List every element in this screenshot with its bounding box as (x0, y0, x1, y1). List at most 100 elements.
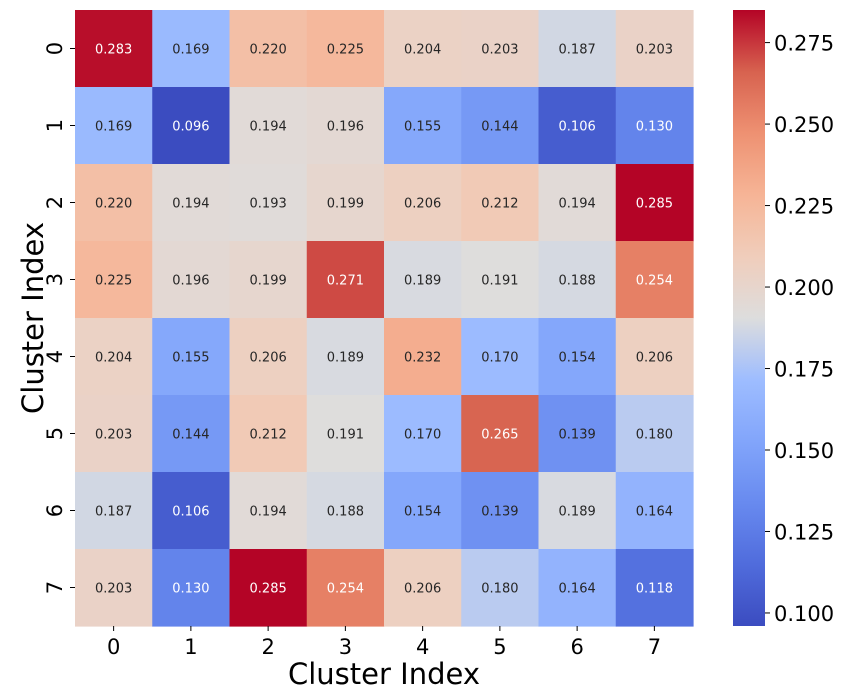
cell-value-6-2: 0.194 (250, 505, 287, 520)
x-tick-label-7: 7 (648, 635, 661, 659)
cell-value-7-1: 0.130 (172, 582, 209, 597)
heatmap-cell-2-0 (75, 164, 153, 242)
y-tick-label-7: 7 (43, 581, 67, 594)
heatmap-cell-1-2 (229, 87, 308, 165)
heatmap-cell-3-0 (75, 241, 153, 319)
x-tick-label-6: 6 (570, 635, 583, 659)
heatmap-cell-1-7 (615, 87, 694, 165)
cell-value-4-6: 0.154 (559, 351, 596, 366)
heatmap-cell-7-0 (75, 549, 153, 627)
heatmap-cell-0-4 (384, 10, 462, 88)
heatmap-cell-6-1 (152, 472, 231, 550)
cell-value-1-4: 0.155 (404, 120, 441, 135)
cell-value-1-1: 0.096 (172, 120, 209, 135)
heatmap-cell-0-0 (75, 10, 153, 88)
cell-value-0-4: 0.204 (404, 43, 441, 58)
heatmap-cell-6-6 (538, 472, 617, 550)
heatmap-cell-3-5 (461, 241, 540, 319)
cell-value-3-7: 0.254 (636, 274, 673, 289)
heatmap-cell-2-4 (384, 164, 462, 242)
colorbar (733, 10, 765, 626)
heatmap-cell-2-2 (229, 164, 308, 242)
cell-value-4-2: 0.206 (250, 351, 287, 366)
cell-value-1-5: 0.144 (481, 120, 518, 135)
heatmap-cell-2-5 (461, 164, 540, 242)
heatmap-cell-5-0 (75, 395, 153, 473)
colorbar-tick-label-7: 0.275 (774, 32, 834, 56)
cell-value-6-5: 0.139 (481, 505, 518, 520)
x-tick-label-3: 3 (339, 635, 352, 659)
colorbar-tick-label-5: 0.225 (774, 195, 834, 219)
cell-value-7-7: 0.118 (636, 582, 673, 597)
x-axis-label: Cluster Index (288, 657, 480, 691)
heatmap-cells: 0.283 0.169 0.220 0.225 0.204 0.203 0.187 0.203… (75, 10, 694, 627)
x-tick-label-0: 0 (107, 635, 120, 659)
cell-value-7-6: 0.164 (559, 582, 596, 597)
cell-value-2-1: 0.194 (172, 197, 209, 212)
cell-value-3-6: 0.188 (559, 274, 596, 289)
cell-value-2-2: 0.193 (250, 197, 287, 212)
heatmap-cell-4-0 (75, 318, 153, 396)
heatmap-cell-3-3 (306, 241, 385, 319)
heatmap-cell-0-6 (538, 10, 617, 88)
cell-value-0-5: 0.203 (481, 43, 518, 58)
cell-value-4-1: 0.155 (172, 351, 209, 366)
heatmap-cell-5-7 (615, 395, 694, 473)
cell-value-0-0: 0.283 (95, 43, 132, 58)
cell-value-0-7: 0.203 (636, 43, 673, 58)
heatmap-cell-5-2 (229, 395, 308, 473)
cell-value-0-6: 0.187 (559, 43, 596, 58)
y-tick-label-5: 5 (43, 427, 67, 440)
heatmap-cell-5-5 (461, 395, 540, 473)
heatmap-cell-6-2 (229, 472, 308, 550)
cell-value-3-4: 0.189 (404, 274, 441, 289)
x-tick-label-2: 2 (261, 635, 274, 659)
y-tick-label-1: 1 (43, 119, 67, 132)
y-tick-label-6: 6 (43, 504, 67, 517)
heatmap-cell-7-4 (384, 549, 462, 627)
cell-value-5-1: 0.144 (172, 428, 209, 443)
cell-value-3-5: 0.191 (481, 274, 518, 289)
x-tick-label-5: 5 (493, 635, 506, 659)
x-axis-ticks: 0 1 2 3 4 5 6 7 (107, 626, 661, 659)
heatmap-cell-6-7 (615, 472, 694, 550)
cell-value-5-5: 0.265 (481, 428, 518, 443)
cell-value-5-4: 0.170 (404, 428, 441, 443)
heatmap-cell-4-7 (615, 318, 694, 396)
cell-value-7-3: 0.254 (327, 582, 364, 597)
heatmap-cell-7-3 (306, 549, 385, 627)
cell-value-5-6: 0.139 (559, 428, 596, 443)
heatmap-cell-4-2 (229, 318, 308, 396)
heatmap-cell-0-2 (229, 10, 308, 88)
heatmap-cell-1-4 (384, 87, 462, 165)
cell-value-4-3: 0.189 (327, 351, 364, 366)
cell-value-1-3: 0.196 (327, 120, 364, 135)
colorbar-tick-label-2: 0.150 (774, 439, 834, 463)
heatmap-cell-7-5 (461, 549, 540, 627)
heatmap-cell-4-1 (152, 318, 231, 396)
colorbar-tick-label-1: 0.125 (774, 520, 834, 544)
heatmap-cell-5-1 (152, 395, 231, 473)
cell-value-4-4: 0.232 (404, 351, 441, 366)
cell-value-2-7: 0.285 (636, 197, 673, 212)
heatmap-cell-1-3 (306, 87, 385, 165)
heatmap-cell-6-5 (461, 472, 540, 550)
cell-value-4-0: 0.204 (95, 351, 132, 366)
cell-value-3-0: 0.225 (95, 274, 132, 289)
heatmap-cell-2-3 (306, 164, 385, 242)
cell-value-6-3: 0.188 (327, 505, 364, 520)
heatmap-cell-4-5 (461, 318, 540, 396)
heatmap-cell-5-3 (306, 395, 385, 473)
heatmap-cell-3-2 (229, 241, 308, 319)
heatmap-cell-6-3 (306, 472, 385, 550)
cell-value-6-7: 0.164 (636, 505, 673, 520)
cell-value-5-7: 0.180 (636, 428, 673, 443)
cell-value-4-7: 0.206 (636, 351, 673, 366)
heatmap-cell-2-7 (615, 164, 694, 242)
cell-value-6-0: 0.187 (95, 505, 132, 520)
y-tick-label-3: 3 (43, 273, 67, 286)
cell-value-6-1: 0.106 (172, 505, 209, 520)
cell-value-3-2: 0.199 (250, 274, 287, 289)
cell-value-4-5: 0.170 (481, 351, 518, 366)
cell-value-2-0: 0.220 (95, 197, 132, 212)
